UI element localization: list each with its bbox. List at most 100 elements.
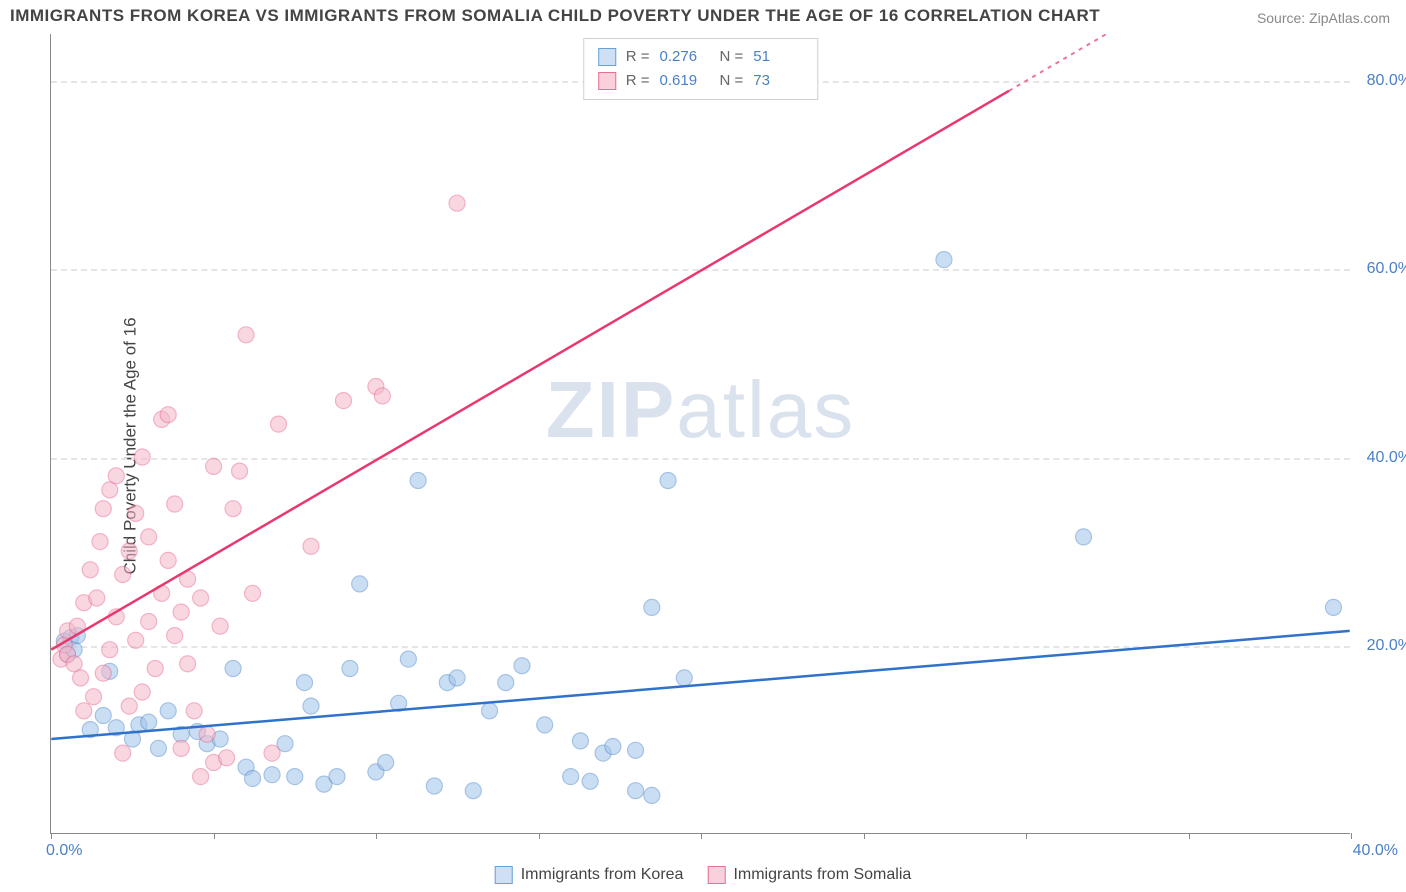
y-tick-label: 20.0% — [1367, 637, 1406, 655]
scatter-point — [628, 783, 644, 799]
scatter-point — [426, 778, 442, 794]
scatter-point — [160, 703, 176, 719]
scatter-point — [482, 703, 498, 719]
scatter-point — [180, 571, 196, 587]
legend-item: Immigrants from Korea — [495, 866, 684, 884]
scatter-point — [1076, 529, 1092, 545]
watermark-atlas: atlas — [676, 365, 855, 454]
scatter-point — [82, 722, 98, 738]
scatter-point — [238, 327, 254, 343]
legend-r-value: 0.276 — [660, 45, 710, 69]
scatter-point — [245, 770, 261, 786]
scatter-point — [102, 482, 118, 498]
scatter-point — [225, 661, 241, 677]
scatter-point — [199, 736, 215, 752]
scatter-point — [212, 618, 228, 634]
scatter-point — [115, 745, 131, 761]
scatter-point — [628, 742, 644, 758]
scatter-point — [391, 695, 407, 711]
y-tick-label: 80.0% — [1367, 72, 1406, 90]
scatter-point — [173, 726, 189, 742]
scatter-point — [212, 731, 228, 747]
scatter-point — [82, 562, 98, 578]
x-tick-mark — [214, 833, 215, 839]
legend-stats: R = 0.276 N = 51 R = 0.619 N = 73 — [583, 38, 819, 100]
scatter-point — [102, 642, 118, 658]
scatter-point — [53, 651, 69, 667]
scatter-point — [60, 623, 76, 639]
legend-r-label: R = — [626, 45, 650, 69]
scatter-point — [180, 656, 196, 672]
legend-item: Immigrants from Somalia — [707, 866, 911, 884]
scatter-point — [352, 576, 368, 592]
x-tick-min: 0.0% — [46, 842, 82, 860]
source-attribution: Source: ZipAtlas.com — [1257, 10, 1390, 26]
x-tick-mark — [1026, 833, 1027, 839]
scatter-point — [219, 750, 235, 766]
scatter-point — [936, 252, 952, 268]
scatter-point — [66, 642, 82, 658]
gridline — [51, 269, 1350, 271]
scatter-point — [95, 708, 111, 724]
scatter-point — [498, 675, 514, 691]
scatter-point — [206, 755, 222, 771]
x-tick-mark — [701, 833, 702, 839]
scatter-point — [660, 473, 676, 489]
legend-label: Immigrants from Somalia — [733, 866, 911, 884]
scatter-point — [605, 739, 621, 755]
scatter-point — [644, 599, 660, 615]
gridline — [51, 458, 1350, 460]
scatter-point — [465, 783, 481, 799]
legend-n-value: 51 — [753, 45, 803, 69]
scatter-point — [374, 388, 390, 404]
scatter-point — [60, 646, 76, 662]
scatter-point — [108, 609, 124, 625]
scatter-point — [160, 407, 176, 423]
y-tick-label: 40.0% — [1367, 449, 1406, 467]
watermark: ZIPatlas — [546, 364, 855, 456]
scatter-point — [189, 723, 205, 739]
scatter-point — [193, 769, 209, 785]
gridline — [51, 646, 1350, 648]
legend-stat-row: R = 0.619 N = 73 — [598, 69, 804, 93]
legend-n-label: N = — [720, 45, 744, 69]
scatter-point — [245, 585, 261, 601]
scatter-point — [410, 473, 426, 489]
scatter-point — [271, 416, 287, 432]
legend-swatch — [598, 72, 616, 90]
scatter-point — [76, 703, 92, 719]
scatter-point — [644, 787, 660, 803]
legend-r-label: R = — [626, 69, 650, 93]
scatter-point — [537, 717, 553, 733]
scatter-point — [173, 604, 189, 620]
legend-r-value: 0.619 — [660, 69, 710, 93]
scatter-point — [514, 658, 530, 674]
legend-swatch — [707, 866, 725, 884]
scatter-point — [303, 538, 319, 554]
scatter-point — [141, 614, 157, 630]
scatter-point — [154, 585, 170, 601]
x-tick-mark — [51, 833, 52, 839]
scatter-point — [264, 767, 280, 783]
scatter-point — [60, 646, 76, 662]
scatter-point — [277, 736, 293, 752]
scatter-point — [141, 714, 157, 730]
scatter-point — [89, 590, 105, 606]
scatter-point — [303, 698, 319, 714]
legend-series: Immigrants from Korea Immigrants from Som… — [495, 866, 912, 884]
scatter-point — [335, 393, 351, 409]
scatter-point — [121, 698, 137, 714]
scatter-point — [439, 675, 455, 691]
scatter-point — [134, 684, 150, 700]
chart-title: IMMIGRANTS FROM KOREA VS IMMIGRANTS FROM… — [10, 6, 1100, 26]
scatter-point — [232, 463, 248, 479]
scatter-point — [66, 656, 82, 672]
scatter-point — [316, 776, 332, 792]
scatter-point — [173, 740, 189, 756]
scatter-point — [131, 717, 147, 733]
plot-area: ZIPatlas R = 0.276 N = 51 R = 0.619 N = … — [50, 34, 1350, 834]
scatter-point — [167, 496, 183, 512]
scatter-point — [329, 769, 345, 785]
scatter-point — [582, 773, 598, 789]
scatter-point — [150, 740, 166, 756]
